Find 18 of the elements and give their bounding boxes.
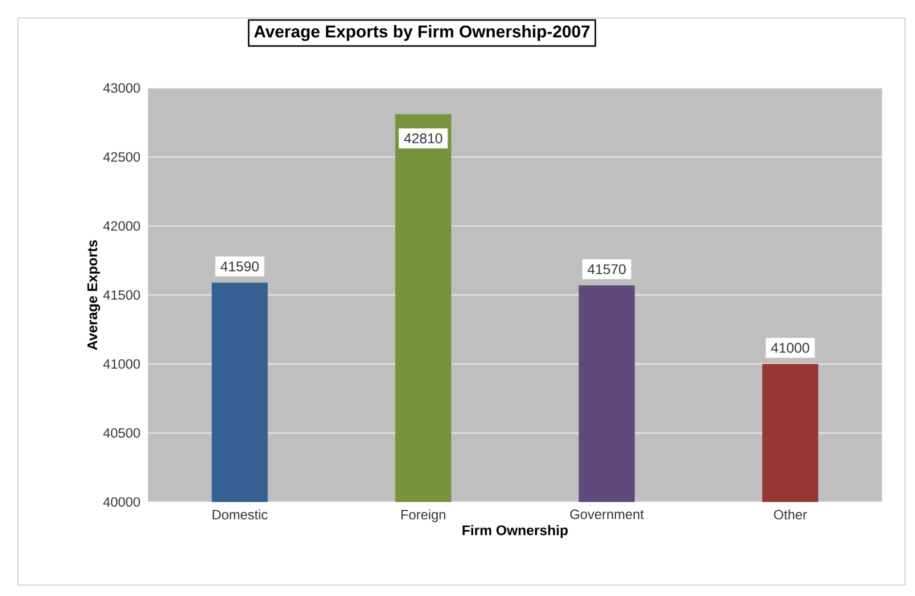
y-axis-title: Average Exports bbox=[87, 240, 100, 350]
chart-title: Average Exports by Firm Ownership-2007 bbox=[254, 25, 590, 41]
data-label: 41570 bbox=[588, 264, 626, 274]
y-tick-label: 41000 bbox=[103, 359, 140, 369]
y-tick-label: 41500 bbox=[103, 290, 140, 300]
x-tick-label: Other bbox=[774, 510, 807, 520]
y-tick-label: 40500 bbox=[103, 428, 140, 438]
y-tick-label: 42500 bbox=[103, 152, 140, 162]
y-tick-label: 43000 bbox=[103, 83, 140, 93]
data-label: 41000 bbox=[771, 342, 810, 353]
x-axis-title: Firm Ownership bbox=[462, 524, 568, 538]
x-tick-label: Government bbox=[570, 510, 644, 520]
data-label: 41590 bbox=[220, 261, 259, 272]
y-tick-label: 40000 bbox=[103, 497, 140, 507]
x-tick-label: Foreign bbox=[401, 510, 446, 522]
y-tick-label: 42000 bbox=[103, 221, 140, 231]
data-label: 42810 bbox=[404, 133, 442, 144]
x-tick-label: Domestic bbox=[212, 510, 268, 520]
